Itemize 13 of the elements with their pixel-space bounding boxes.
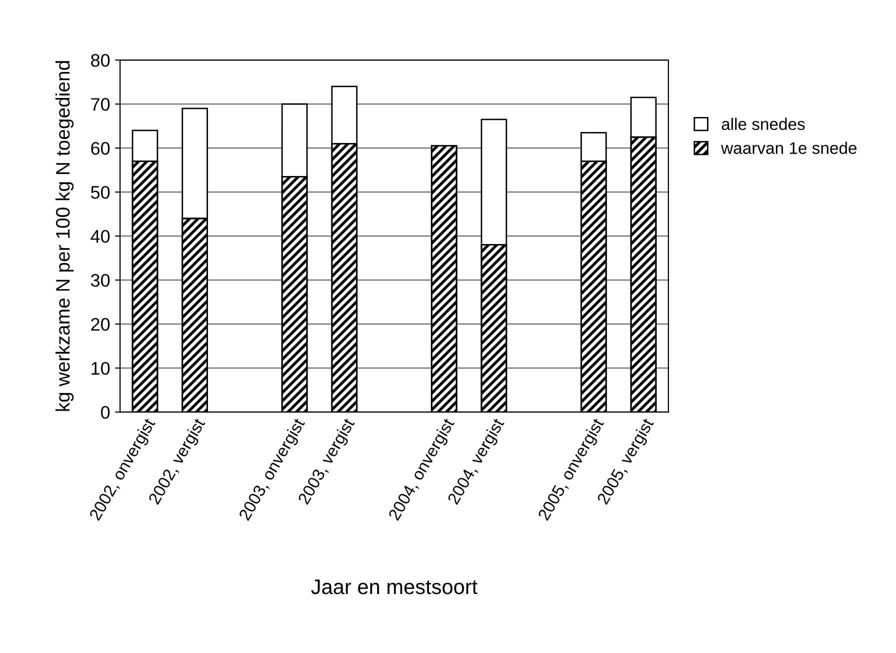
y-tick-label: 80 — [91, 54, 110, 67]
x-axis-title: Jaar en mestsoort — [311, 580, 478, 594]
y-tick-label: 10 — [92, 362, 110, 375]
y-axis-title: kg werkzame N per 100 kg N toegediend — [55, 61, 74, 411]
y-tick-label: 40 — [90, 230, 110, 243]
y-tick-label: 30 — [90, 274, 110, 287]
y-tick-label: 70 — [91, 98, 110, 111]
legend-label: alle snedes — [722, 118, 805, 130]
legend-label: waarvan 1e snede — [721, 142, 857, 154]
y-tick-label: 20 — [91, 318, 110, 331]
y-tick-label: 60 — [91, 142, 110, 155]
y-tick-label: 0 — [101, 406, 110, 419]
y-tick-label: 50 — [90, 186, 110, 199]
